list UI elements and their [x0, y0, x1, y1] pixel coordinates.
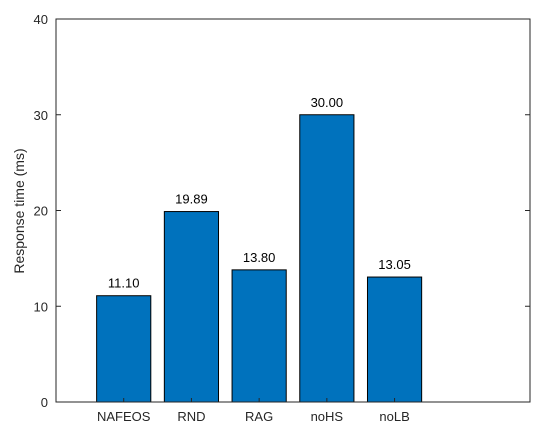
y-tick-label-2: 20 [34, 204, 48, 219]
x-tick-label-4: noLB [379, 409, 409, 424]
bar-value-label-2: 13.80 [243, 250, 276, 265]
bar-3 [299, 114, 355, 403]
y-tick-label-4: 40 [34, 12, 48, 27]
bar-value-label-3: 30.00 [311, 95, 344, 110]
y-tick-label-1: 10 [34, 299, 48, 314]
y-tick-label-0: 0 [41, 395, 48, 410]
bar-value-label-1: 19.89 [175, 192, 208, 207]
x-tick-label-2: RAG [245, 409, 273, 424]
x-tick-label-3: noHS [311, 409, 344, 424]
x-tick-label-1: RND [177, 409, 205, 424]
plot-frame [55, 18, 531, 403]
x-tick-label-0: NAFEOS [97, 409, 151, 424]
y-axis-title: Response time (ms) [11, 148, 27, 273]
y-tick-label-3: 30 [34, 108, 48, 123]
bar-value-label-0: 11.10 [108, 276, 140, 291]
bar-4 [366, 276, 423, 403]
bar-value-label-4: 13.05 [378, 257, 411, 272]
bar-2 [231, 269, 287, 403]
bar-1 [163, 211, 220, 403]
bar-0 [96, 295, 152, 403]
